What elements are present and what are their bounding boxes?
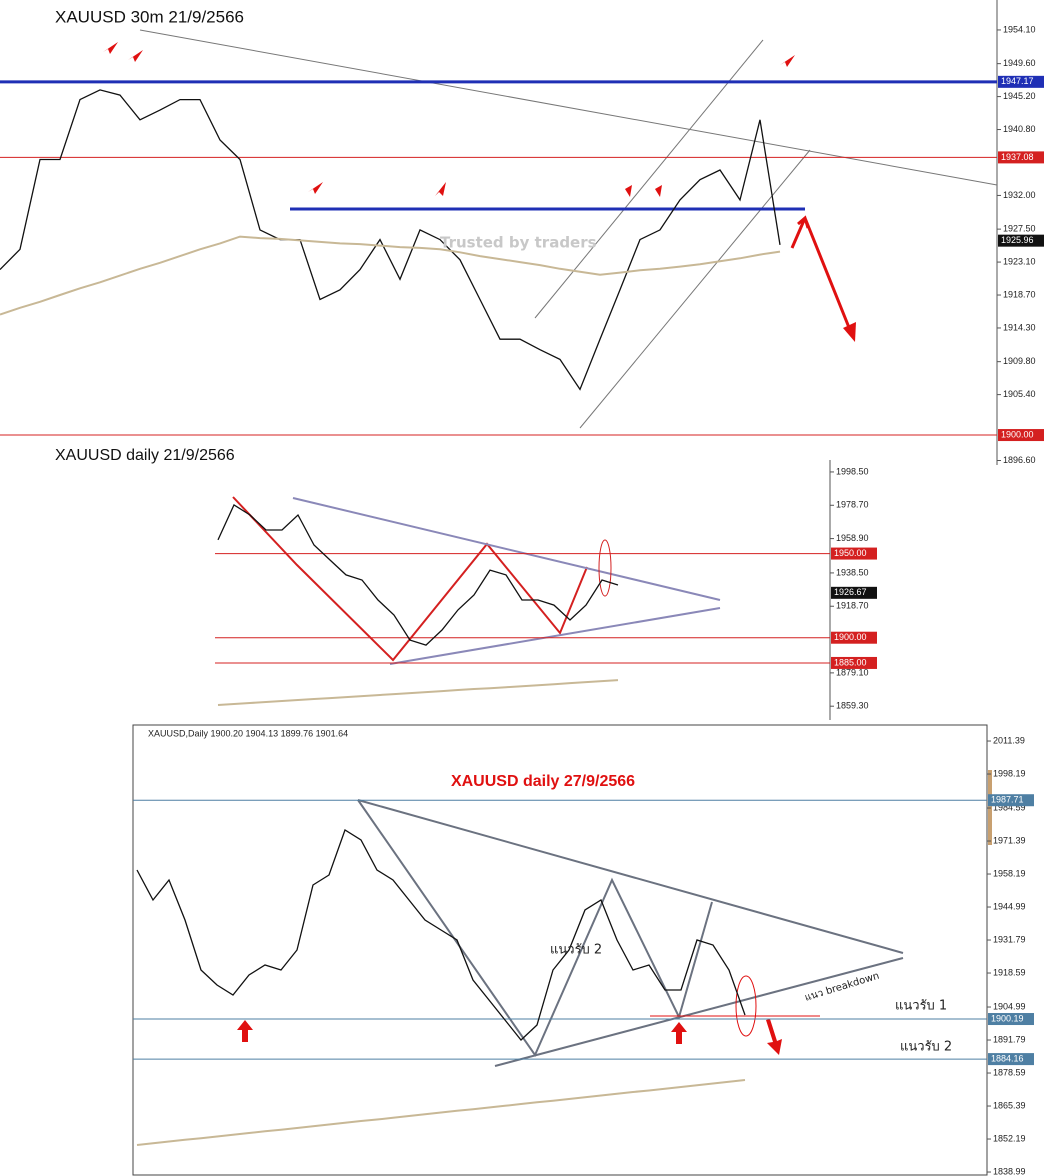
y-tick-label: 1852.19 bbox=[993, 1133, 1026, 1143]
price-tag-label: 1987.71 bbox=[991, 795, 1024, 805]
y-tick-label: 2011.39 bbox=[993, 735, 1025, 745]
highlight bbox=[598, 539, 612, 597]
price-tag-label: 1884.16 bbox=[991, 1053, 1024, 1063]
y-tick-label: 1932.00 bbox=[1003, 190, 1036, 200]
price-tag-label: 1900.00 bbox=[1001, 429, 1034, 439]
arrow bbox=[655, 185, 662, 197]
arrow bbox=[625, 185, 632, 197]
y-tick-label: 1971.39 bbox=[993, 835, 1026, 845]
y-tick-label: 1878.59 bbox=[993, 1067, 1026, 1077]
down-arrow bbox=[766, 1019, 782, 1055]
price-tag bbox=[998, 75, 1044, 88]
arrow bbox=[103, 42, 118, 54]
price-line bbox=[217, 503, 619, 646]
triangle-line bbox=[357, 799, 904, 954]
y-tick-label: 1918.70 bbox=[1003, 289, 1036, 299]
annotation: แนวรับ 2 bbox=[900, 1040, 952, 1055]
price-tag-label: 1947.17 bbox=[1001, 76, 1034, 86]
moving-average bbox=[217, 679, 619, 706]
price-tag bbox=[998, 429, 1044, 442]
price-tag bbox=[988, 794, 1034, 807]
moving-average bbox=[136, 1079, 746, 1146]
red-arrows bbox=[103, 42, 795, 197]
y-tick-label: 1938.50 bbox=[836, 567, 869, 577]
price-tag-label: 1885.00 bbox=[834, 657, 867, 667]
y-tick-label: 1914.30 bbox=[1003, 322, 1036, 332]
y-tick-label: 1998.19 bbox=[993, 768, 1026, 778]
price-tag bbox=[988, 1053, 1034, 1066]
up-arrow bbox=[237, 1020, 253, 1042]
price-tag bbox=[998, 234, 1044, 247]
triangle-line bbox=[494, 957, 904, 1067]
volume-marker bbox=[988, 770, 992, 845]
annotation: แนวรับ 2 bbox=[550, 943, 602, 958]
y-tick-label: 1958.90 bbox=[836, 533, 869, 543]
triangle-line bbox=[389, 607, 721, 665]
price-tag bbox=[831, 547, 877, 560]
y-tick-label: 1940.80 bbox=[1003, 124, 1036, 134]
arrow bbox=[780, 55, 795, 67]
annotation: Trusted by traders bbox=[440, 234, 597, 252]
forecast-arrow bbox=[790, 215, 854, 336]
price-tag-label: 1925.96 bbox=[1001, 235, 1034, 245]
chart-header: XAUUSD,Daily 1900.20 1904.13 1899.76 190… bbox=[148, 728, 348, 738]
price-tag-label: 1900.00 bbox=[834, 632, 867, 642]
arrow bbox=[128, 50, 143, 62]
y-tick-label: 1905.40 bbox=[1003, 389, 1036, 399]
price-tag-label: 1937.08 bbox=[1001, 152, 1034, 162]
y-tick-label: 1865.39 bbox=[993, 1100, 1026, 1110]
price-tag-label: 1900.19 bbox=[991, 1013, 1024, 1023]
panel-frame bbox=[132, 724, 988, 1176]
y-tick-label: 1945.20 bbox=[1003, 91, 1036, 101]
chart-title: XAUUSD daily 27/9/2566 bbox=[451, 773, 635, 790]
arrow-head bbox=[843, 322, 856, 342]
annotation: แนวรับ 1 bbox=[895, 999, 947, 1014]
y-tick-label: 1918.70 bbox=[836, 601, 869, 611]
price-tag bbox=[998, 151, 1044, 164]
price-line bbox=[136, 829, 746, 1041]
y-tick-label: 1838.99 bbox=[993, 1166, 1026, 1176]
chart-title: XAUUSD 30m 21/9/2566 bbox=[55, 7, 244, 26]
highlight bbox=[735, 975, 757, 1037]
y-tick-label: 1927.50 bbox=[1003, 224, 1036, 234]
zigzag bbox=[357, 799, 713, 1058]
arrow bbox=[308, 182, 323, 194]
y-tick-label: 1958.19 bbox=[993, 868, 1026, 878]
y-tick-label: 1931.79 bbox=[993, 934, 1026, 944]
y-tick-label: 1944.99 bbox=[993, 901, 1026, 911]
y-tick-label: 1879.10 bbox=[836, 667, 869, 677]
y-tick-label: 1978.70 bbox=[836, 500, 869, 510]
price-tag bbox=[831, 586, 877, 599]
y-tick-label: 1949.60 bbox=[1003, 58, 1036, 68]
arrow bbox=[435, 182, 446, 196]
y-tick-label: 1998.50 bbox=[836, 466, 869, 476]
chart-title: XAUUSD daily 21/9/2566 bbox=[55, 447, 235, 464]
y-tick-label: 1904.99 bbox=[993, 1001, 1026, 1011]
price-tag-label: 1926.67 bbox=[834, 587, 867, 597]
price-tag bbox=[831, 631, 877, 644]
y-tick-label: 1896.60 bbox=[1003, 455, 1036, 465]
y-tick-label: 1954.10 bbox=[1003, 24, 1036, 34]
y-tick-label: 1984.59 bbox=[993, 802, 1026, 812]
price-tag-label: 1950.00 bbox=[834, 548, 867, 558]
y-tick-label: 1891.79 bbox=[993, 1034, 1026, 1044]
up-arrow bbox=[671, 1022, 687, 1044]
y-tick-label: 1918.59 bbox=[993, 967, 1026, 977]
price-tag bbox=[988, 1013, 1034, 1026]
trend-line bbox=[139, 29, 998, 186]
y-tick-label: 1923.10 bbox=[1003, 256, 1036, 266]
y-tick-label: 1909.80 bbox=[1003, 356, 1036, 366]
moving-average bbox=[0, 235, 781, 316]
y-tick-label: 1859.30 bbox=[836, 701, 869, 711]
price-line bbox=[0, 89, 781, 391]
plots: XAUUSD 30m 21/9/2566 1954.10 1949.60 1945.2… bbox=[0, 7, 1044, 1176]
price-tag bbox=[831, 656, 877, 669]
triangle-line bbox=[292, 497, 721, 601]
